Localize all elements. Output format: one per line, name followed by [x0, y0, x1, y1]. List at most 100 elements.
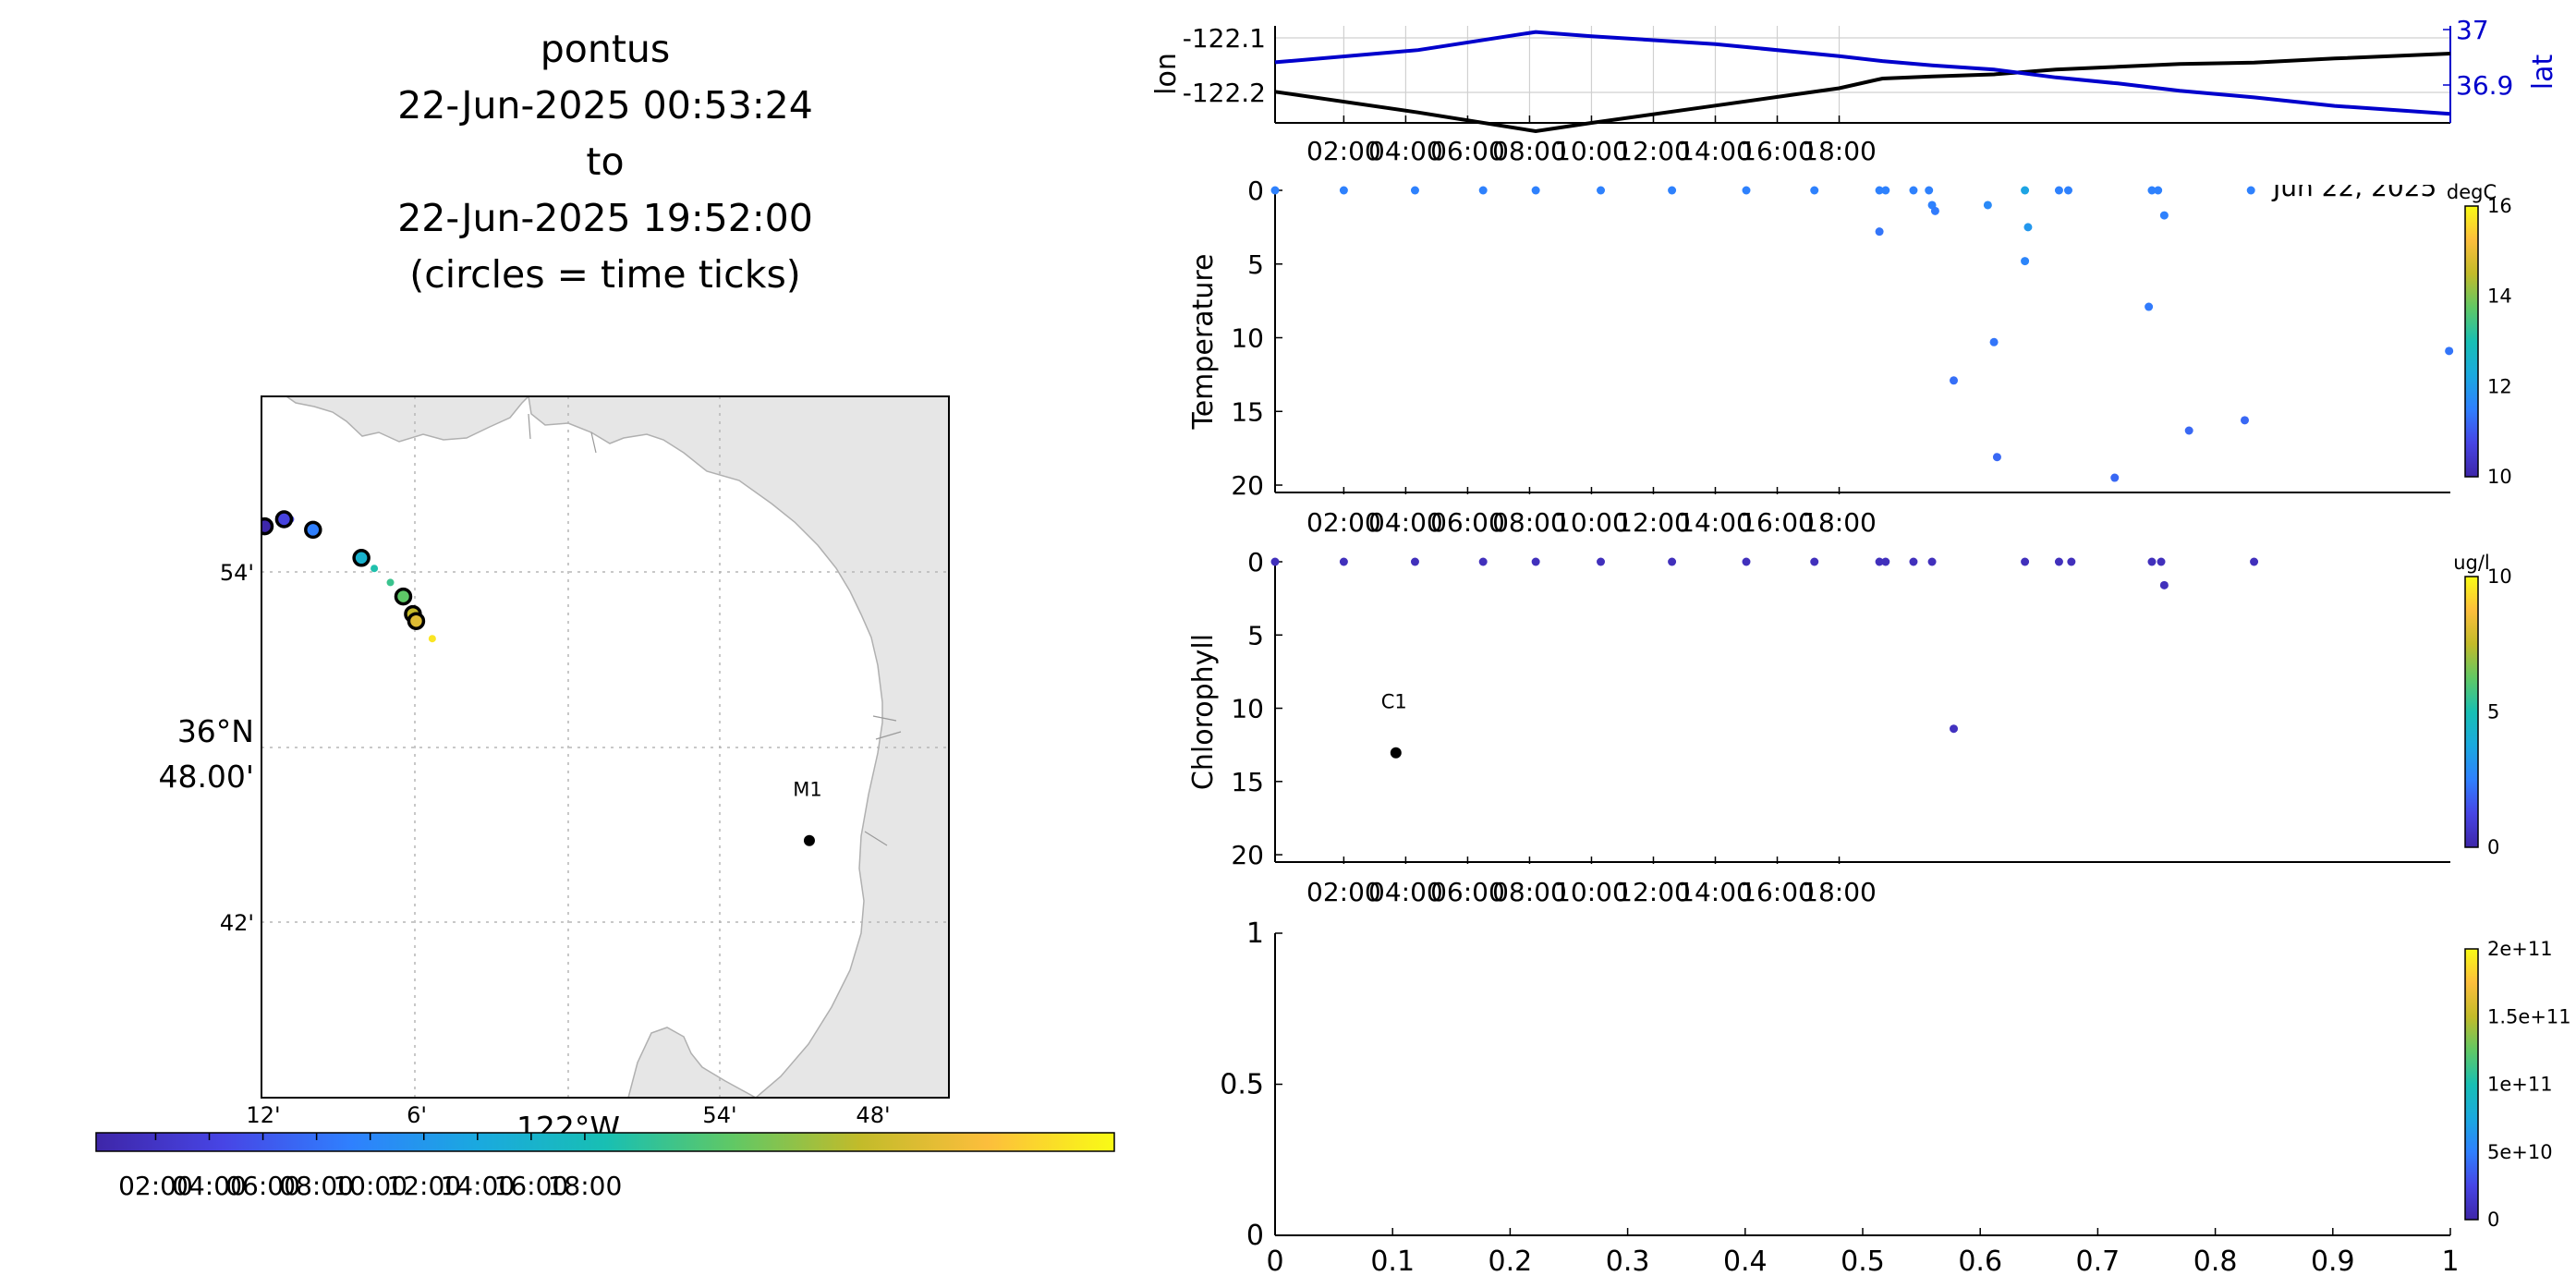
x-tick-label: 14:00: [1678, 507, 1753, 538]
y-tick-label: 0.5: [1220, 1069, 1264, 1101]
colorbar-tick-label: 18:00: [548, 1171, 623, 1201]
data-point: [1950, 724, 1959, 734]
data-point: [2147, 557, 2157, 566]
data-point: [2145, 302, 2154, 311]
land-north: [285, 396, 530, 443]
x-tick-label: 16:00: [1740, 877, 1815, 907]
colorbar-tick-label: 1.5e+11: [2487, 1005, 2571, 1027]
data-point: [1875, 227, 1884, 237]
x-tick-label: 0.2: [1488, 1245, 1533, 1278]
data-point: [2159, 580, 2169, 589]
colorbar-tick-label: 5e+10: [2487, 1141, 2553, 1163]
data-point: [1909, 186, 1918, 195]
lon-label-6: 6': [407, 1102, 427, 1128]
y-tick-label: 20: [1231, 840, 1264, 870]
x-tick-label: 12:00: [1616, 507, 1691, 538]
x-tick-label: 12:00: [1616, 136, 1691, 166]
x-tick-label: 0.7: [2076, 1245, 2120, 1278]
data-point: [2021, 557, 2030, 566]
data-point: [2063, 186, 2072, 195]
data-point: [2250, 557, 2259, 566]
ylabel: Chlorophyll: [1187, 634, 1220, 790]
data-point: [2067, 557, 2076, 566]
colorbar-tick-label: 0: [2487, 836, 2499, 858]
y-tick-label: 0: [1247, 176, 1264, 206]
data-point: [1881, 557, 1890, 566]
y-tick-label: 20: [1231, 470, 1264, 501]
x-tick-label: 0.6: [1958, 1245, 2002, 1278]
x-tick-label: 06:00: [1430, 136, 1505, 166]
x-tick-label: 14:00: [1678, 877, 1753, 907]
colorbar-tick-label: 1e+11: [2487, 1074, 2553, 1096]
data-point: [1531, 186, 1540, 195]
lon-label-48: 48': [856, 1102, 890, 1128]
y-tick-label-right: 36.9: [2456, 70, 2513, 101]
x-tick-label: 04:00: [1368, 507, 1443, 538]
data-point: [1909, 557, 1918, 566]
lat-line: [1274, 30, 2451, 116]
x-tick-label: 02:00: [1306, 507, 1381, 538]
data-point: [2023, 223, 2033, 232]
data-point: [2054, 186, 2063, 195]
lat-label-54: 54': [220, 560, 254, 586]
colorbar-tick-label: 12: [2487, 375, 2512, 397]
track-point: [386, 578, 395, 587]
data-point: [1531, 557, 1540, 566]
x-tick-label: 0.1: [1370, 1245, 1415, 1278]
x-tick-label: 0.8: [2193, 1245, 2238, 1278]
data-point: [1597, 557, 1606, 566]
title-to: to: [586, 140, 624, 184]
x-tick-label: 16:00: [1740, 136, 1815, 166]
title-end: 22-Jun-2025 19:52:00: [397, 196, 813, 240]
data-point: [1478, 557, 1488, 566]
data-point: [1597, 186, 1606, 195]
y-tick-label: 0: [1247, 547, 1264, 577]
colorbar-units: ug/l: [2453, 552, 2490, 574]
colorbar-tick-label: 02:00: [118, 1171, 193, 1201]
x-tick-label: 1: [2441, 1245, 2459, 1278]
y-tick-label-left: -122.1: [1183, 23, 1266, 54]
time-tick-circle: [407, 612, 426, 630]
y-tick-label: 15: [1231, 767, 1264, 797]
x-tick-label: 0: [1266, 1245, 1283, 1278]
x-tick-label: 04:00: [1368, 877, 1443, 907]
data-point: [1270, 557, 1280, 566]
data-point: [2154, 186, 2163, 195]
data-point: [1478, 186, 1488, 195]
data-point: [1810, 557, 1819, 566]
colorbar-tick-label: 14: [2487, 286, 2512, 308]
x-tick-label: 02:00: [1306, 877, 1381, 907]
data-point: [1925, 186, 1934, 195]
x-tick-label: 08:00: [1492, 136, 1567, 166]
data-point: [2184, 426, 2193, 435]
x-tick-label: 12:00: [1616, 877, 1691, 907]
data-point: [2445, 346, 2454, 356]
date-overflow-mask: [2236, 167, 2458, 185]
time-colorbar: [95, 1132, 1115, 1152]
y-tick-label: 1: [1246, 917, 1264, 950]
time-tick-circle: [304, 520, 322, 540]
lat-label-36n: 36°N: [177, 713, 254, 749]
map-gridlines: [261, 396, 949, 1098]
colorbar-tick-label: 04:00: [172, 1171, 247, 1201]
data-point: [2159, 211, 2169, 220]
data-point: [2246, 186, 2255, 195]
y-tick-label: 10: [1231, 694, 1264, 724]
x-tick-label: 0.4: [1723, 1245, 1768, 1278]
x-tick-label: 08:00: [1492, 507, 1567, 538]
timeseries-panels: 02:0004:0006:0008:0010:0012:0014:0016:00…: [1150, 15, 2571, 1278]
lon-line: [1274, 52, 2451, 134]
colorbar-tick-label: 10:00: [333, 1171, 407, 1201]
station-label: C1: [1381, 691, 1407, 713]
track-layer: [261, 510, 436, 643]
x-tick-label: 02:00: [1306, 136, 1381, 166]
data-point: [1875, 186, 1884, 195]
x-tick-label: 10:00: [1554, 507, 1629, 538]
colorbar-tick-label: 06:00: [225, 1171, 300, 1201]
y-tick-label: 10: [1231, 323, 1264, 354]
colorbar-tick-label: 12:00: [386, 1171, 461, 1201]
stations-layer: M1 C1: [793, 691, 1407, 846]
x-tick-label: 18:00: [1802, 136, 1877, 166]
data-point: [1668, 186, 1677, 195]
data-point: [1410, 557, 1419, 566]
